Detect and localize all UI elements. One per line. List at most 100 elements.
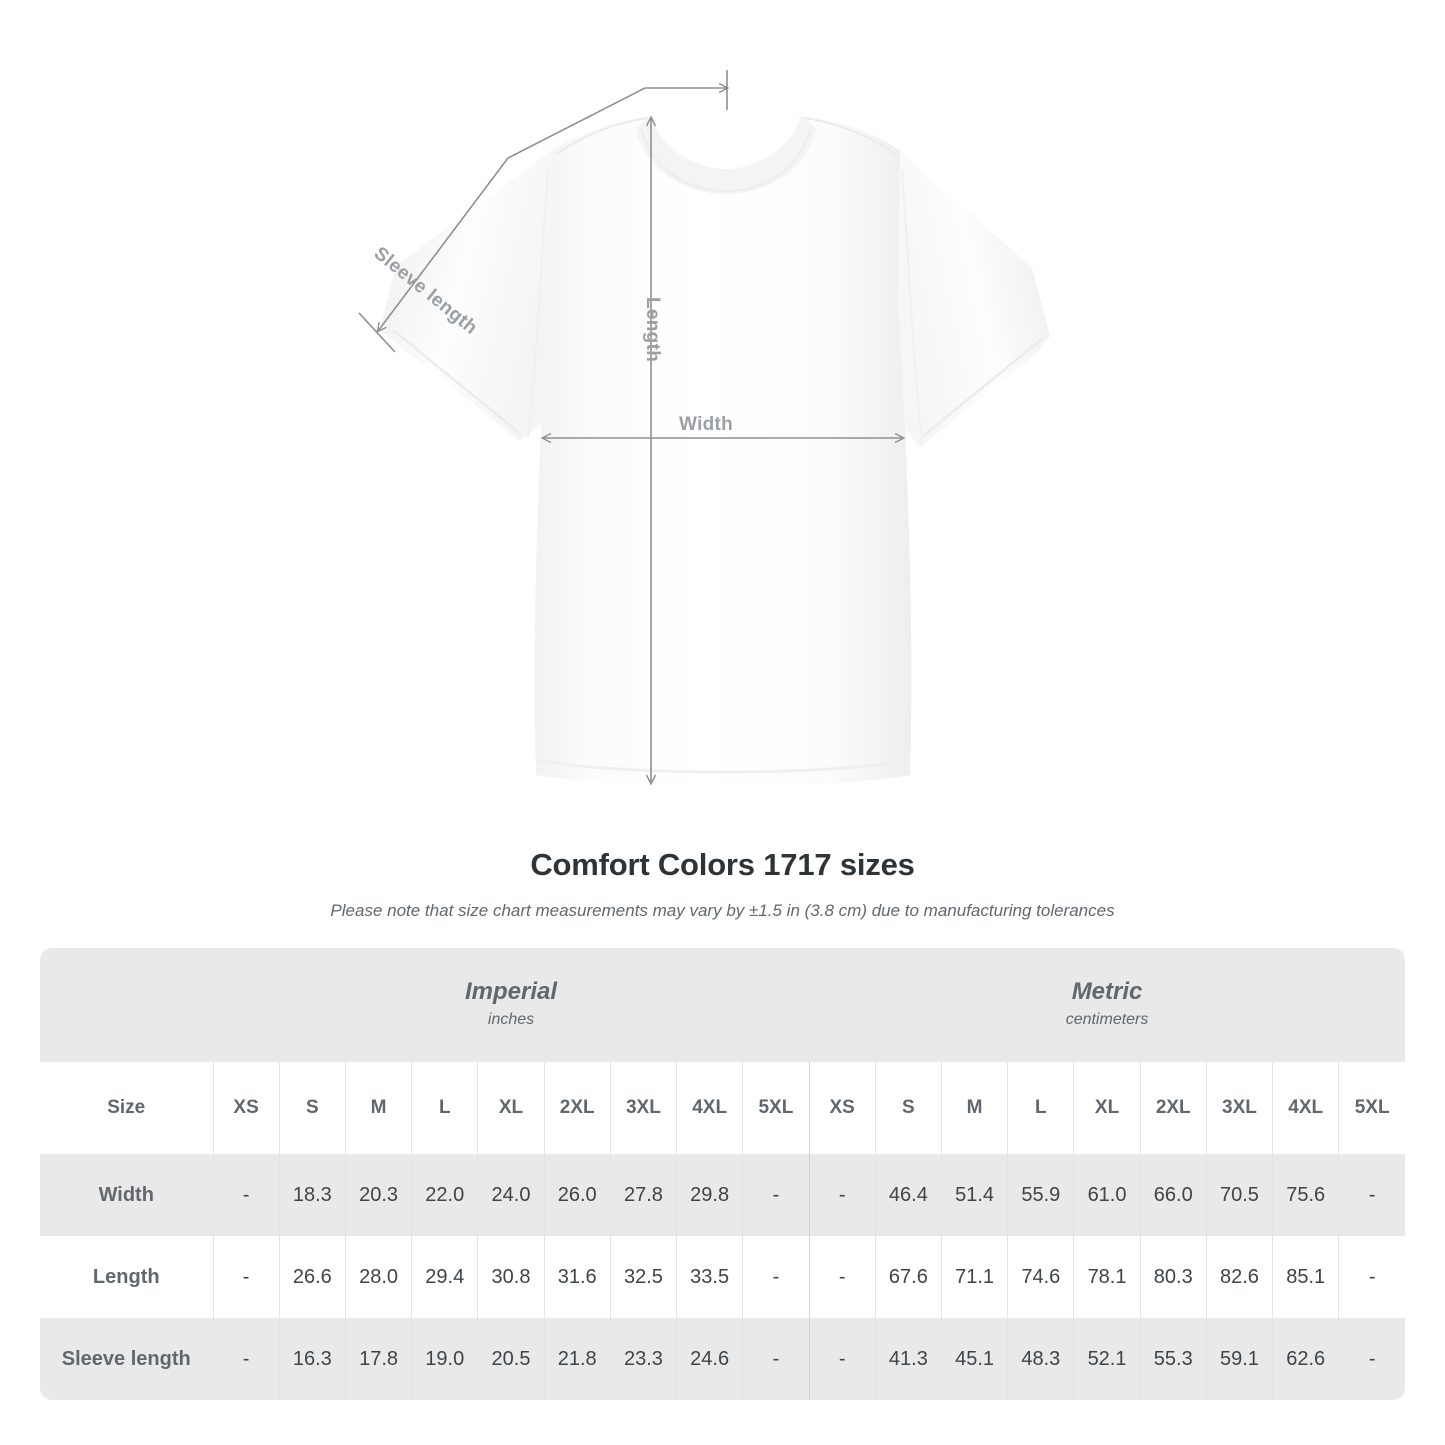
cell-metric-3xl: 70.5 [1205,1154,1273,1236]
column-header-metric-3xl: 3XL [1205,1062,1273,1154]
cell-metric-m: 51.4 [940,1154,1008,1236]
cell-metric-xl: 78.1 [1073,1236,1141,1318]
width-measurement-label: Width [679,414,734,435]
column-header-metric-2xl: 2XL [1139,1062,1207,1154]
cell-imperial-m: 20.3 [344,1154,412,1236]
cell-metric-4xl: 62.6 [1272,1318,1339,1400]
column-header-imperial-3xl: 3XL [609,1062,677,1154]
cell-imperial-xl: 24.0 [477,1154,545,1236]
column-header-imperial-xl: XL [477,1062,545,1154]
cell-metric-xs: - [808,1236,876,1318]
cell-imperial-4xl: 33.5 [676,1236,743,1318]
row-header-sleeve-length: Sleeve length [40,1318,213,1400]
collar [636,116,816,194]
cell-metric-m: 45.1 [940,1318,1008,1400]
left-sleeve-hem [392,329,519,433]
tshirt-body [534,116,912,787]
tshirt-svg [358,70,1050,787]
cell-imperial-l: 29.4 [411,1236,478,1318]
unit-group-subtitle: centimeters [1065,1011,1149,1028]
cell-metric-2xl: 80.3 [1139,1236,1207,1318]
unit-group-metric: Metric centimeters [809,948,1406,1062]
tshirt-graphic [380,116,1050,787]
cell-metric-xl: 52.1 [1073,1318,1141,1400]
cell-metric-l: 48.3 [1007,1318,1074,1400]
cell-imperial-5xl: - [742,1236,810,1318]
column-header-metric-xl: XL [1073,1062,1141,1154]
unit-group-imperial: Imperial inches [213,948,810,1062]
cell-imperial-5xl: - [742,1318,810,1400]
column-header-metric-l: L [1007,1062,1074,1154]
column-header-imperial-5xl: 5XL [742,1062,810,1154]
cell-metric-xl: 61.0 [1073,1154,1141,1236]
cell-metric-s: 46.4 [874,1154,942,1236]
table-row: Width -18.3 20.3 22.0 24.0 26.0 27.8 29.8- -46.4… [40,1154,1406,1236]
column-header-metric-xs: XS [808,1062,876,1154]
table-row: Sleeve length -16.3 17.8 19.0 20.5 21.8 23.3 24… [40,1318,1406,1400]
cell-metric-4xl: 85.1 [1272,1236,1339,1318]
collar-inner-line [640,126,812,193]
left-shoulder-seam [555,117,649,155]
length-measurement-label: Length [642,297,663,363]
cell-metric-xs: - [808,1318,876,1400]
cell-imperial-m: 28.0 [344,1236,412,1318]
cell-imperial-xs: - [212,1236,280,1318]
cell-metric-l: 74.6 [1007,1236,1074,1318]
cell-imperial-2xl: 26.0 [543,1154,611,1236]
right-armhole-seam [901,169,923,443]
unit-group-name: Imperial [465,978,558,1005]
cell-imperial-s: 26.6 [278,1236,346,1318]
size-chart-heading: Comfort Colors 1717 sizes Please note th… [0,845,1445,923]
page-title: Comfort Colors 1717 sizes [530,847,915,882]
cell-imperial-xl: 30.8 [477,1236,545,1318]
sleeve-length-arrow [378,157,509,331]
size-header-row: Size XS S M L XL 2XL 3XL 4XL 5XL XS S M L XL 2XL 3XL 4XL 5… [40,1062,1406,1154]
cell-imperial-xl: 20.5 [477,1318,545,1400]
cell-metric-5xl: - [1338,1154,1406,1236]
cell-imperial-2xl: 31.6 [543,1236,611,1318]
sleeve-length-tick-top [507,87,646,159]
cell-metric-4xl: 75.6 [1272,1154,1339,1236]
cell-metric-m: 71.1 [940,1236,1008,1318]
cell-imperial-s: 18.3 [278,1154,346,1236]
column-header-metric-m: M [940,1062,1008,1154]
cell-imperial-4xl: 24.6 [676,1318,743,1400]
cell-imperial-xs: - [212,1318,280,1400]
unit-group-name: Metric [1071,978,1143,1005]
cell-imperial-l: 22.0 [411,1154,478,1236]
cell-metric-5xl: - [1338,1236,1406,1318]
left-armhole-seam [527,169,549,439]
cell-metric-2xl: 55.3 [1139,1318,1207,1400]
cell-metric-s: 41.3 [874,1318,942,1400]
cell-imperial-3xl: 27.8 [609,1154,677,1236]
cell-metric-l: 55.9 [1007,1154,1074,1236]
cell-imperial-l: 19.0 [411,1318,478,1400]
cell-metric-2xl: 66.0 [1139,1154,1207,1236]
cell-imperial-m: 17.8 [344,1318,412,1400]
bottom-hem [535,758,911,774]
column-header-metric-5xl: 5XL [1338,1062,1406,1154]
column-header-imperial-2xl: 2XL [543,1062,611,1154]
unit-group-subtitle: inches [487,1011,535,1028]
cell-metric-s: 67.6 [874,1236,942,1318]
measurement-annotations [358,70,903,783]
column-header-imperial-m: M [344,1062,412,1154]
column-header-metric-4xl: 4XL [1272,1062,1339,1154]
row-header-width: Width [40,1154,213,1236]
cell-imperial-3xl: 32.5 [609,1236,677,1318]
column-header-size: Size [40,1062,213,1154]
row-header-length: Length [40,1236,213,1318]
tshirt-measurement-illustration: Sleeve length Length Width [358,70,1050,787]
cell-imperial-s: 16.3 [278,1318,346,1400]
right-sleeve-hem [921,337,1044,438]
cell-imperial-4xl: 29.8 [676,1154,743,1236]
cell-imperial-3xl: 23.3 [609,1318,677,1400]
column-header-imperial-l: L [411,1062,478,1154]
column-header-imperial-xs: XS [212,1062,280,1154]
cell-imperial-5xl: - [742,1154,810,1236]
cell-imperial-2xl: 21.8 [543,1318,611,1400]
cell-metric-3xl: 59.1 [1205,1318,1273,1400]
right-sleeve [890,150,1050,447]
column-header-imperial-4xl: 4XL [676,1062,743,1154]
left-sleeve [380,150,556,441]
